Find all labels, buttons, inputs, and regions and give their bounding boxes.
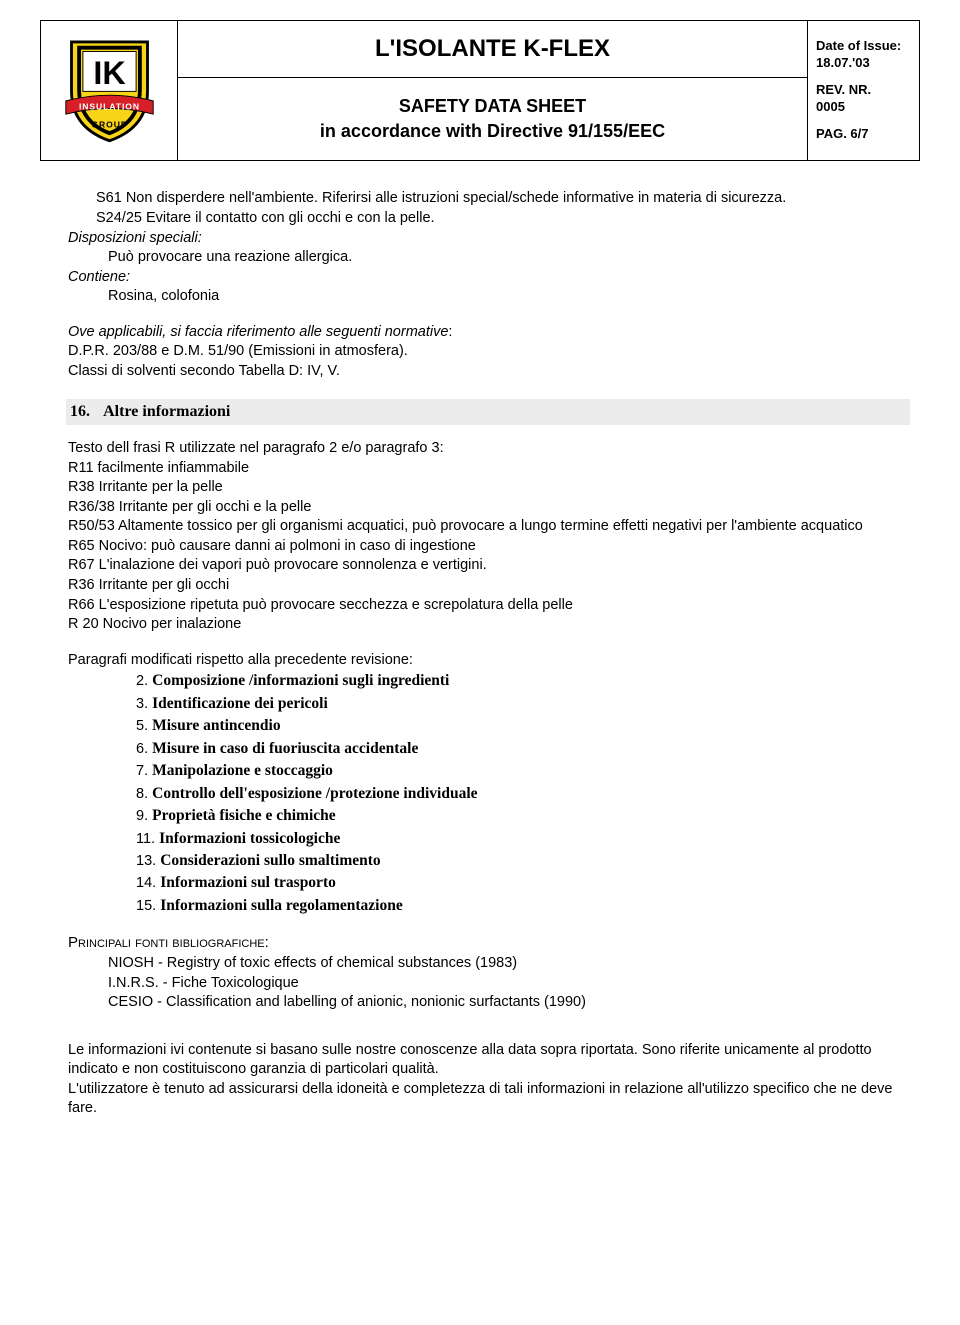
modified-item: 14. Informazioni sul trasporto [136,872,910,894]
logo-cell: IK INSULATION GROUP [41,21,178,161]
section-16-num: 16. [70,401,100,423]
modified-item: 3. Identificazione dei pericoli [136,693,910,715]
sub-title: SAFETY DATA SHEET in accordance with Dir… [186,82,799,156]
s61-text: S61 Non disperdere nell'ambiente. Riferi… [96,189,910,209]
ove-line-3: Classi di solventi secondo Tabella D: IV… [68,362,910,382]
modified-item-title: Misure antincendio [152,717,280,734]
sub-title-2: in accordance with Directive 91/155/EEC [320,121,665,141]
refs-block: Principali fonti bibliografiche: NIOSH -… [68,933,910,1012]
modified-item-num: 15. [136,898,160,914]
modified-item-title: Manipolazione e stoccaggio [152,762,333,779]
modified-item-num: 5. [136,718,152,734]
date-value: 18.07.'03 [816,55,911,72]
modified-item-num: 13. [136,853,160,869]
modified-item-title: Misure in caso di fuoriuscita accidental… [152,740,418,757]
ref-item: I.N.R.S. - Fiche Toxicologique [108,974,910,994]
modified-item: 5. Misure antincendio [136,715,910,737]
modified-item-title: Composizione /informazioni sugli ingredi… [152,672,449,689]
r-phrase: R36 Irritante per gli occhi [68,576,910,596]
modified-item-num: 11. [136,831,159,847]
modified-item: 13. Considerazioni sullo smaltimento [136,850,910,872]
sub-title-1: SAFETY DATA SHEET [399,96,586,116]
disposizioni-label: Disposizioni speciali: [68,229,910,249]
r-phrase: R11 facilmente infiammabile [68,459,910,479]
modified-item-title: Controllo dell'esposizione /protezione i… [152,785,477,802]
refs-list: NIOSH - Registry of toxic effects of che… [68,954,910,1013]
modified-item-title: Informazioni sul trasporto [160,874,336,891]
content: S61 Non disperdere nell'ambiente. Riferi… [40,189,920,1119]
modified-item: 6. Misure in caso di fuoriuscita acciden… [136,738,910,760]
rev-label: REV. NR. [816,82,911,99]
svg-text:IK: IK [93,55,126,91]
modified-item: 8. Controllo dell'esposizione /protezion… [136,783,910,805]
modified-item-title: Identificazione dei pericoli [152,695,328,712]
s24-25-text: S24/25 Evitare il contatto con gli occhi… [96,209,910,229]
modified-item-title: Proprietà fisiche e chimiche [152,807,336,824]
r-phrases-intro: Testo dell frasi R utilizzate nel paragr… [68,439,910,459]
contiene-label: Contiene: [68,268,910,288]
disclaimer-1: Le informazioni ivi contenute si basano … [68,1041,910,1080]
date-label: Date of Issue: [816,38,911,55]
modified-item-title: Considerazioni sullo smaltimento [160,852,380,869]
section-16-heading: 16. Altre informazioni [66,399,910,425]
contiene-text: Rosina, colofonia [68,287,910,307]
modified-item-num: 6. [136,741,152,757]
modified-list: 2. Composizione /informazioni sugli ingr… [68,670,910,917]
r-phrase: R38 Irritante per la pelle [68,478,910,498]
svg-text:INSULATION: INSULATION [78,102,139,112]
modified-item: 2. Composizione /informazioni sugli ingr… [136,670,910,692]
ove-line-1: Ove applicabili, si faccia riferimento a… [68,324,448,340]
main-title: L'ISOLANTE K-FLEX [186,25,799,73]
ove-line-2: D.P.R. 203/88 e D.M. 51/90 (Emissioni in… [68,342,910,362]
ref-item: CESIO - Classification and labelling of … [108,993,910,1013]
r-phrase: R50/53 Altamente tossico per gli organis… [68,517,910,537]
modified-item: 11. Informazioni tossicologiche [136,828,910,850]
modified-item-num: 7. [136,763,152,779]
modified-item-num: 8. [136,786,152,802]
header-table: IK INSULATION GROUP L'ISOLANTE K-FLEX Da… [40,20,920,161]
modified-item: 7. Manipolazione e stoccaggio [136,760,910,782]
r-phrases-list: R11 facilmente infiammabileR38 Irritante… [68,459,910,635]
modified-label: Paragrafi modificati rispetto alla prece… [68,651,910,671]
refs-label: Principali fonti bibliografiche: [68,934,269,951]
disposizioni-text: Può provocare una reazione allergica. [68,248,910,268]
modified-item-num: 3. [136,696,152,712]
section-16-title: Altre informazioni [103,403,230,420]
disclaimer-2: L'utilizzatore è tenuto ad assicurarsi d… [68,1080,910,1119]
page: IK INSULATION GROUP L'ISOLANTE K-FLEX Da… [0,0,960,1149]
modified-item: 15. Informazioni sulla regolamentazione [136,895,910,917]
r-phrase: R65 Nocivo: può causare danni ai polmoni… [68,537,910,557]
r-phrase: R67 L'inalazione dei vapori può provocar… [68,556,910,576]
sub-title-cell: SAFETY DATA SHEET in accordance with Dir… [178,78,808,161]
svg-text:GROUP: GROUP [91,120,127,130]
ove-line: Ove applicabili, si faccia riferimento a… [68,323,910,343]
company-logo-icon: IK INSULATION GROUP [62,34,157,144]
meta-cell: Date of Issue: 18.07.'03 REV. NR. 0005 P… [808,21,920,161]
r-phrase: R 20 Nocivo per inalazione [68,615,910,635]
r-phrase: R36/38 Irritante per gli occhi e la pell… [68,498,910,518]
ref-item: NIOSH - Registry of toxic effects of che… [108,954,910,974]
main-title-cell: L'ISOLANTE K-FLEX [178,21,808,78]
modified-item-num: 14. [136,875,160,891]
modified-item-title: Informazioni tossicologiche [159,830,340,847]
r-phrase: R66 L'esposizione ripetuta può provocare… [68,596,910,616]
modified-item-title: Informazioni sulla regolamentazione [160,897,403,914]
page-label: PAG. 6/7 [816,126,911,143]
modified-item: 9. Proprietà fisiche e chimiche [136,805,910,827]
modified-item-num: 2. [136,673,152,689]
rev-value: 0005 [816,99,911,116]
modified-item-num: 9. [136,808,152,824]
